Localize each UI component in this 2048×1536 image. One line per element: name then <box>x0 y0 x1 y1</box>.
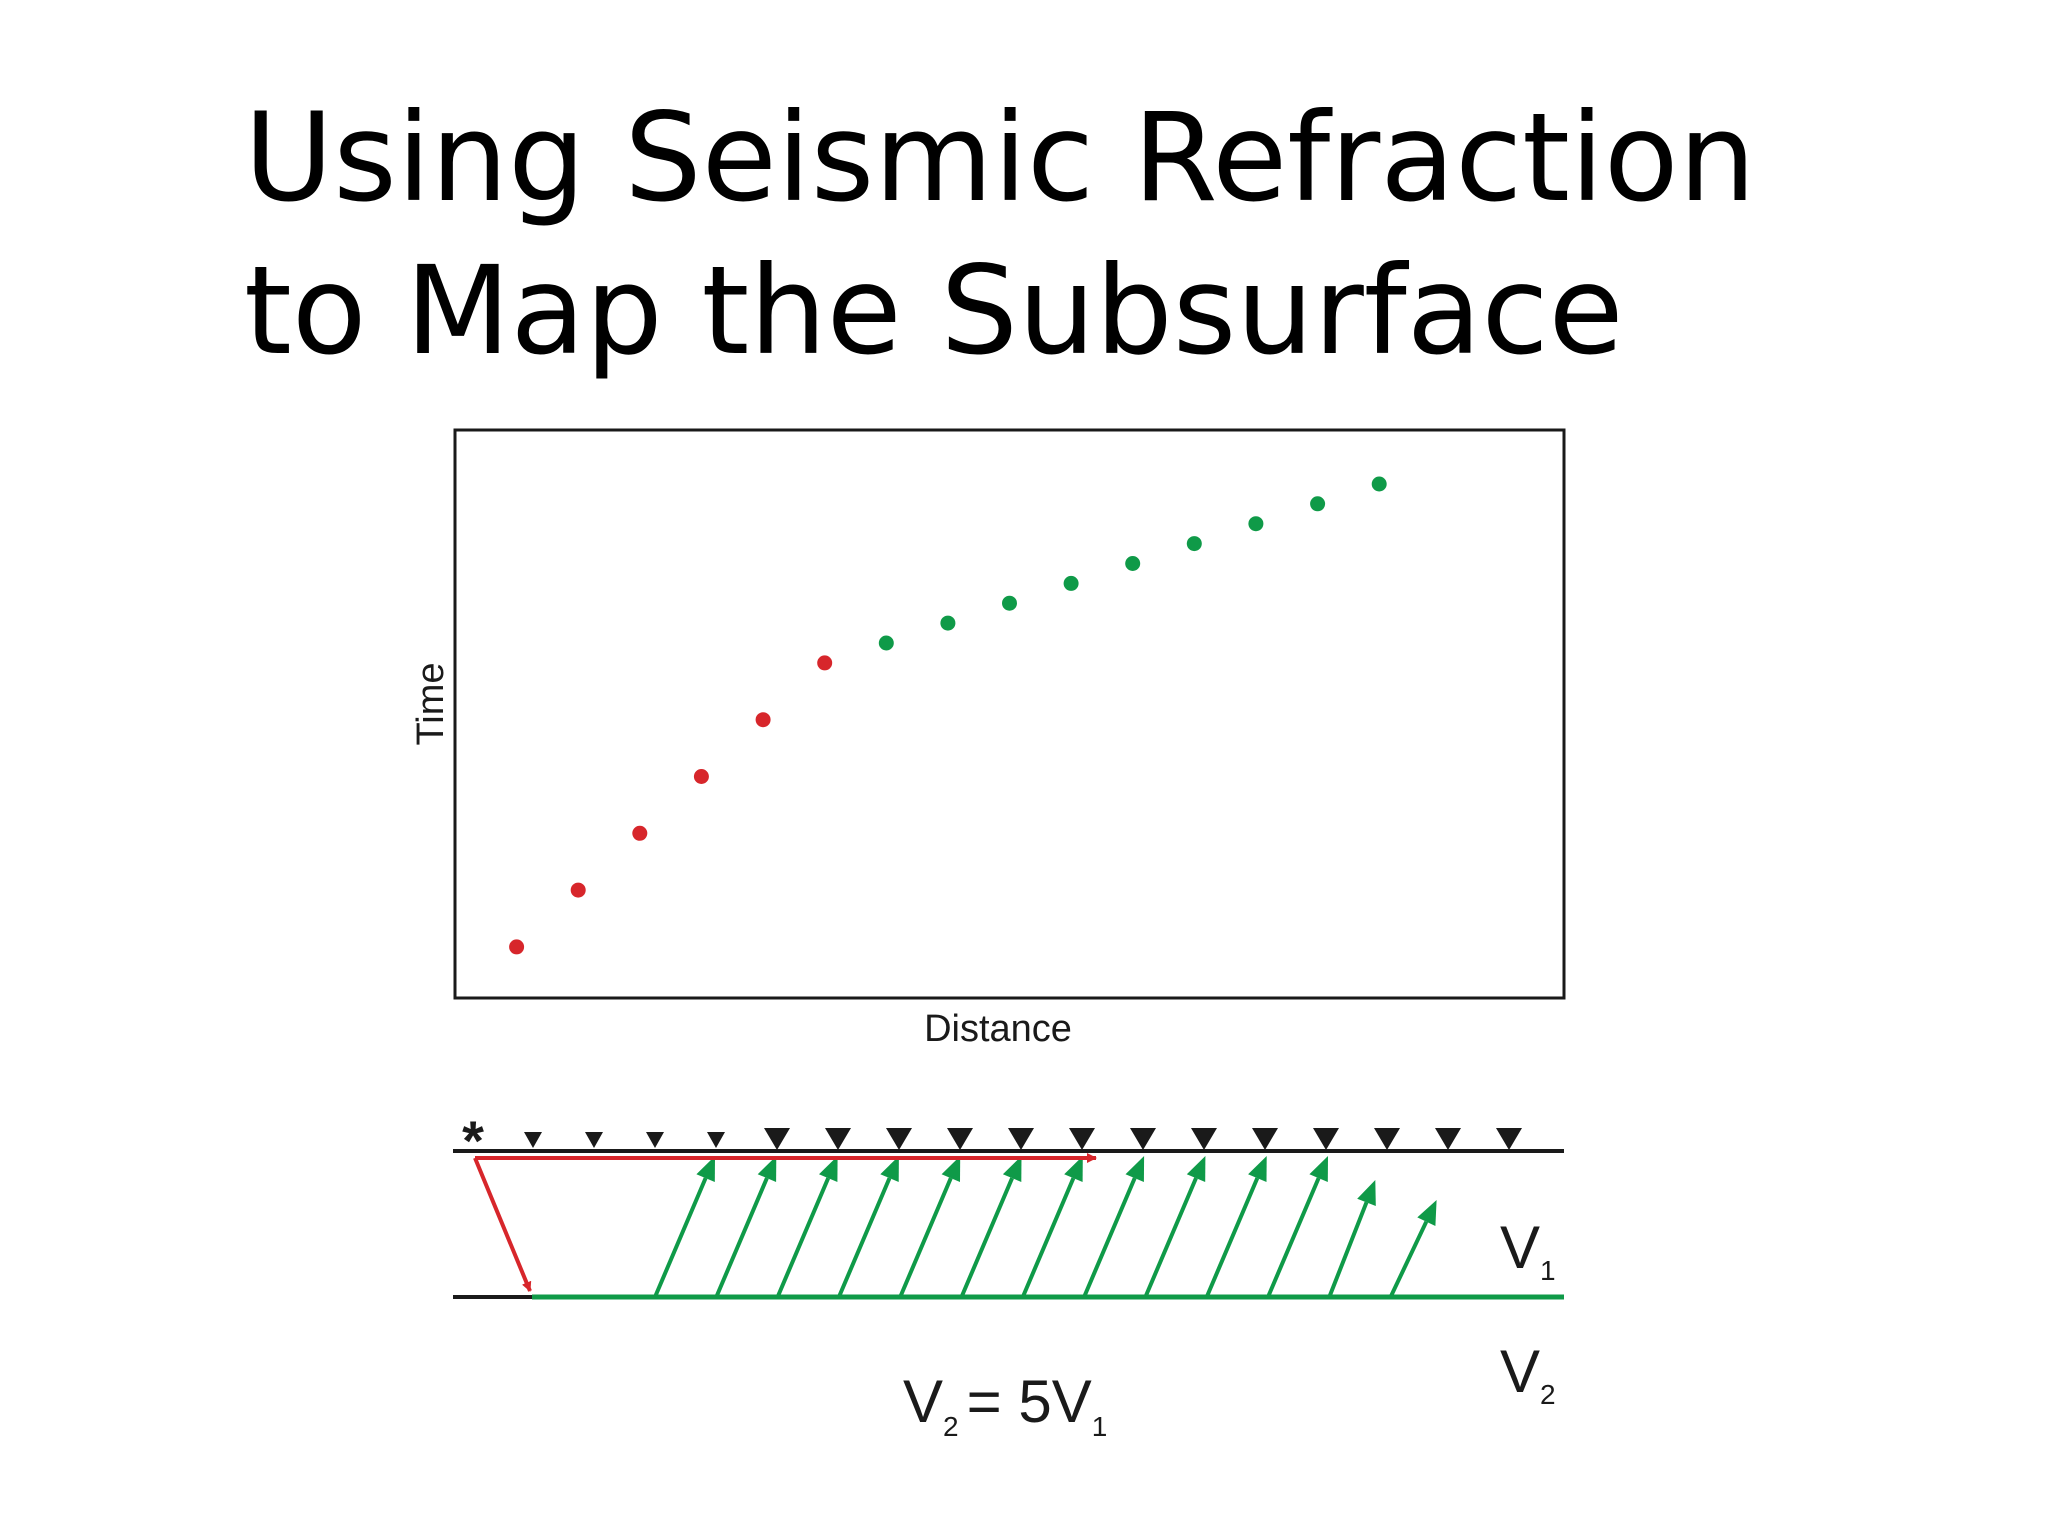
refracted-ray-line <box>714 1177 769 1298</box>
refracted-rays <box>653 1156 1437 1298</box>
refracted-ray-arrowhead <box>1002 1156 1022 1182</box>
receiver-icon <box>1496 1128 1522 1150</box>
refracted-ray-arrowhead <box>696 1156 715 1182</box>
refracted-ray-line <box>653 1177 708 1298</box>
data-point-s1-1 <box>509 939 525 955</box>
receiver-icon <box>1191 1128 1217 1150</box>
data-point-s1-2 <box>570 882 586 898</box>
velocity-equation: V2 = 5V1 <box>903 1368 1107 1442</box>
refracted-ray-line <box>1020 1177 1076 1298</box>
data-point-s2-5 <box>1125 556 1141 571</box>
refracted-ray-arrowhead <box>880 1156 899 1182</box>
data-point-s1-4 <box>693 769 709 784</box>
data-point-s1-5 <box>755 712 771 728</box>
refracted-ray-line <box>1143 1177 1198 1298</box>
refracted-ray-arrowhead <box>1248 1156 1267 1182</box>
receiver-icon <box>585 1132 603 1148</box>
data-point-s1-6 <box>817 655 833 671</box>
travel-time-chart: Distance Time <box>410 428 1566 1050</box>
refracted-ray-arrowhead <box>1064 1156 1083 1182</box>
refracted-ray-arrowhead <box>1417 1200 1437 1226</box>
data-point-s2-2 <box>940 615 956 631</box>
refracted-ray-arrowhead <box>1357 1180 1376 1206</box>
refracted-ray-arrowhead <box>1186 1156 1206 1182</box>
refracted-ray-line <box>959 1177 1014 1298</box>
refracted-ray-line <box>775 1177 831 1298</box>
refracted-ray-arrowhead <box>757 1156 777 1182</box>
refracted-ray-line <box>1327 1201 1369 1298</box>
data-point-s2-4 <box>1063 575 1079 591</box>
receiver-icon <box>1008 1128 1034 1150</box>
receiver-icon <box>764 1128 790 1150</box>
refracted-ray-line <box>1388 1220 1429 1298</box>
slide-title: Using Seismic Refraction to Map the Subs… <box>244 82 1756 388</box>
plot-frame <box>453 428 1566 1000</box>
receiver-icon <box>947 1128 973 1150</box>
refracted-ray-line <box>837 1177 892 1298</box>
receiver-icon <box>524 1132 542 1148</box>
receiver-icon <box>1252 1128 1278 1150</box>
receiver-icon <box>825 1128 851 1150</box>
data-point-s2-6 <box>1186 536 1202 552</box>
title-line-1: Using Seismic Refraction <box>244 87 1756 229</box>
data-point-s2-1 <box>878 635 894 651</box>
data-points <box>509 476 1387 955</box>
receiver-icon <box>1069 1128 1095 1150</box>
receiver-icon <box>886 1128 912 1150</box>
receiver-icon <box>1313 1128 1339 1150</box>
refracted-ray-arrowhead <box>1125 1156 1145 1182</box>
ray-diagram: * V1 V2 V2 = 5V1 <box>453 1109 1564 1442</box>
data-point-s2-3 <box>1002 595 1017 611</box>
data-point-s1-3 <box>632 825 648 841</box>
refracted-ray-arrowhead <box>1309 1156 1328 1182</box>
layer-1-velocity-label: V1 <box>1500 1214 1556 1286</box>
incident-ray-arrow <box>473 1157 532 1292</box>
receiver-icon <box>1435 1128 1461 1150</box>
refracted-ray-arrowhead <box>819 1156 838 1182</box>
source-star-icon: * <box>462 1109 484 1172</box>
layer-2-velocity-label: V2 <box>1500 1338 1556 1410</box>
y-axis-label: Time <box>410 662 452 745</box>
refracted-ray-line <box>1082 1177 1137 1298</box>
data-point-s2-7 <box>1248 516 1264 532</box>
refracted-ray-line <box>1266 1177 1321 1298</box>
x-axis-label: Distance <box>924 1008 1072 1050</box>
title-line-2: to Map the Subsurface <box>244 240 1624 382</box>
refracted-ray-line <box>1204 1177 1260 1298</box>
refracted-ray-arrowhead <box>941 1156 961 1182</box>
receiver-icon <box>646 1132 664 1148</box>
data-point-s2-8 <box>1310 496 1326 512</box>
receiver-icon <box>707 1132 725 1148</box>
receiver-icon <box>1130 1128 1156 1150</box>
data-point-s2-9 <box>1371 476 1387 492</box>
receiver-icon <box>1374 1128 1400 1150</box>
refracted-ray-line <box>898 1177 953 1298</box>
receiver-row <box>524 1128 1522 1150</box>
